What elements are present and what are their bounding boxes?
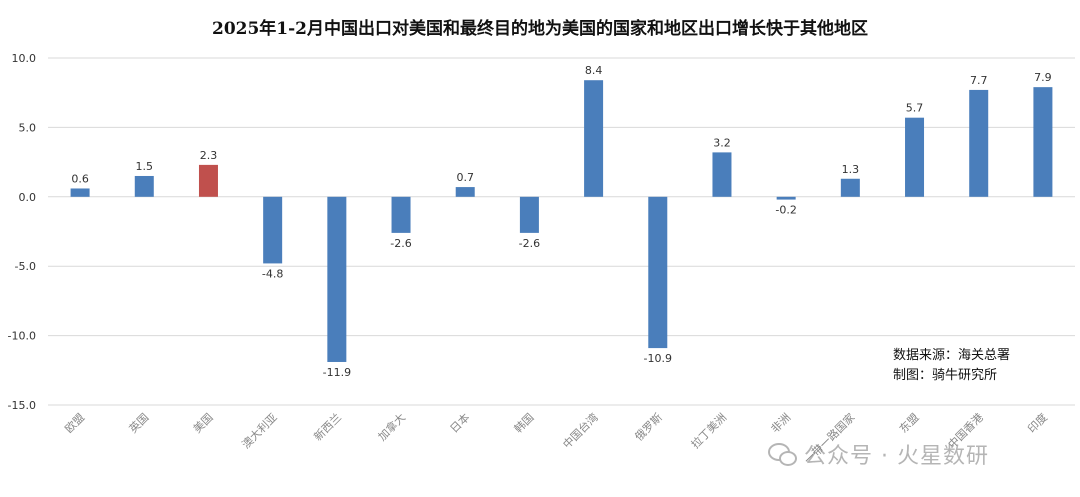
data-label: -2.6 — [519, 237, 540, 250]
source-line: 数据来源：海关总署 — [893, 348, 1011, 363]
data-label: 2.3 — [200, 149, 218, 162]
category-label: 日本 — [447, 410, 472, 435]
category-label: 加拿大 — [375, 410, 408, 443]
y-axis-ticks: 10.0 5.0 0.0 -5.0 -10.0 -15.0 — [8, 52, 36, 412]
category-label: 澳大利亚 — [239, 410, 280, 451]
data-label: 0.6 — [71, 172, 89, 185]
bar — [969, 89, 989, 197]
category-label: 非洲 — [769, 411, 794, 436]
data-label: -11.9 — [323, 366, 351, 379]
source-note: 数据来源：海关总署 制图：骑牛研究所 — [893, 346, 1010, 386]
y-tick-label: 10.0 — [12, 52, 37, 65]
data-label: -0.2 — [775, 204, 796, 217]
bar — [776, 196, 796, 200]
data-label: 7.7 — [970, 74, 988, 87]
chart-title: 2025年1-2月中国出口对美国和最终目的地为美国的国家和地区出口增长快于其他地… — [211, 19, 869, 39]
data-label: 1.5 — [136, 160, 154, 173]
bar — [519, 196, 539, 233]
category-label: 新西兰 — [311, 410, 344, 443]
y-tick-label: 0.0 — [19, 191, 37, 204]
bar — [648, 196, 668, 349]
bar — [198, 164, 218, 197]
data-label: -10.9 — [644, 352, 672, 365]
data-label: 1.3 — [842, 163, 860, 176]
y-tick-label: -10.0 — [8, 330, 36, 343]
y-tick-label: -15.0 — [8, 399, 36, 412]
category-label: 英国 — [126, 410, 151, 435]
author-line: 制图：骑牛研究所 — [893, 368, 998, 383]
bar — [584, 80, 604, 197]
data-label: 8.4 — [585, 64, 603, 77]
y-tick-label: 5.0 — [19, 121, 37, 134]
bar — [134, 175, 154, 197]
category-label: 韩国 — [511, 410, 536, 435]
data-label: 5.7 — [906, 102, 924, 115]
watermark-text: 公众号 · 火星数研 — [804, 444, 989, 469]
bar — [1033, 87, 1053, 197]
data-label: 3.2 — [713, 136, 731, 149]
category-label: 俄罗斯 — [632, 411, 665, 444]
bar — [905, 117, 925, 197]
category-label: 中国台湾 — [560, 410, 601, 451]
category-label: 美国 — [191, 411, 216, 436]
bar — [455, 187, 475, 197]
bar — [263, 196, 283, 264]
category-label: 印度 — [1025, 410, 1050, 435]
bars — [70, 80, 1053, 362]
bar — [840, 178, 860, 197]
category-label: 欧盟 — [62, 411, 87, 436]
data-labels: 0.6 1.5 2.3 -4.8 -11.9 -2.6 0.7 -2.6 8.4 -10.9 3.2… — [71, 64, 1051, 379]
wechat-icon — [768, 442, 797, 466]
category-label: 拉丁美洲 — [688, 410, 729, 451]
category-label: 东盟 — [897, 411, 922, 436]
watermark: 公众号 · 火星数研 — [768, 438, 989, 470]
data-label: -2.6 — [390, 237, 411, 250]
data-label: 0.7 — [456, 171, 474, 184]
bar — [391, 196, 411, 233]
bar — [327, 196, 347, 362]
y-tick-label: -5.0 — [15, 260, 36, 273]
bar — [712, 152, 732, 197]
data-label: 7.9 — [1034, 71, 1052, 84]
data-label: -4.8 — [262, 267, 283, 280]
bar — [70, 188, 90, 197]
grid-lines — [48, 57, 1075, 406]
